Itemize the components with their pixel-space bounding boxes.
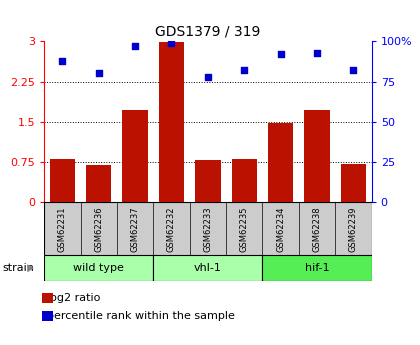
Point bbox=[277, 51, 284, 57]
Text: GSM62235: GSM62235 bbox=[240, 206, 249, 252]
Text: hif-1: hif-1 bbox=[305, 263, 329, 273]
Text: GSM62237: GSM62237 bbox=[131, 206, 139, 252]
Text: GSM62236: GSM62236 bbox=[94, 206, 103, 252]
Point bbox=[168, 40, 175, 46]
Bar bbox=[195, 160, 220, 202]
Text: vhl-1: vhl-1 bbox=[194, 263, 222, 273]
Text: strain: strain bbox=[2, 263, 34, 273]
Point bbox=[205, 74, 211, 79]
Text: GSM62238: GSM62238 bbox=[312, 206, 322, 252]
Point bbox=[59, 58, 66, 63]
Title: GDS1379 / 319: GDS1379 / 319 bbox=[155, 25, 260, 39]
Text: GSM62234: GSM62234 bbox=[276, 206, 285, 252]
Bar bbox=[50, 159, 75, 202]
Text: GSM62232: GSM62232 bbox=[167, 206, 176, 252]
Bar bbox=[262, 255, 372, 281]
Text: log2 ratio: log2 ratio bbox=[47, 293, 101, 303]
Bar bbox=[122, 110, 148, 202]
Bar bbox=[44, 202, 372, 255]
Point bbox=[132, 43, 139, 49]
Bar bbox=[341, 165, 366, 202]
Text: percentile rank within the sample: percentile rank within the sample bbox=[47, 311, 235, 321]
Text: wild type: wild type bbox=[73, 263, 124, 273]
Bar bbox=[153, 255, 262, 281]
Bar bbox=[231, 159, 257, 202]
Point bbox=[350, 68, 357, 73]
Text: GSM62239: GSM62239 bbox=[349, 206, 358, 252]
Point bbox=[241, 68, 248, 73]
Bar bbox=[86, 166, 111, 202]
Bar bbox=[268, 123, 294, 202]
Text: GSM62231: GSM62231 bbox=[58, 206, 67, 252]
Point bbox=[95, 71, 102, 76]
Point bbox=[314, 50, 320, 56]
Bar bbox=[44, 255, 153, 281]
Text: GSM62233: GSM62233 bbox=[203, 206, 213, 252]
Bar bbox=[159, 42, 184, 202]
Bar bbox=[304, 110, 330, 202]
